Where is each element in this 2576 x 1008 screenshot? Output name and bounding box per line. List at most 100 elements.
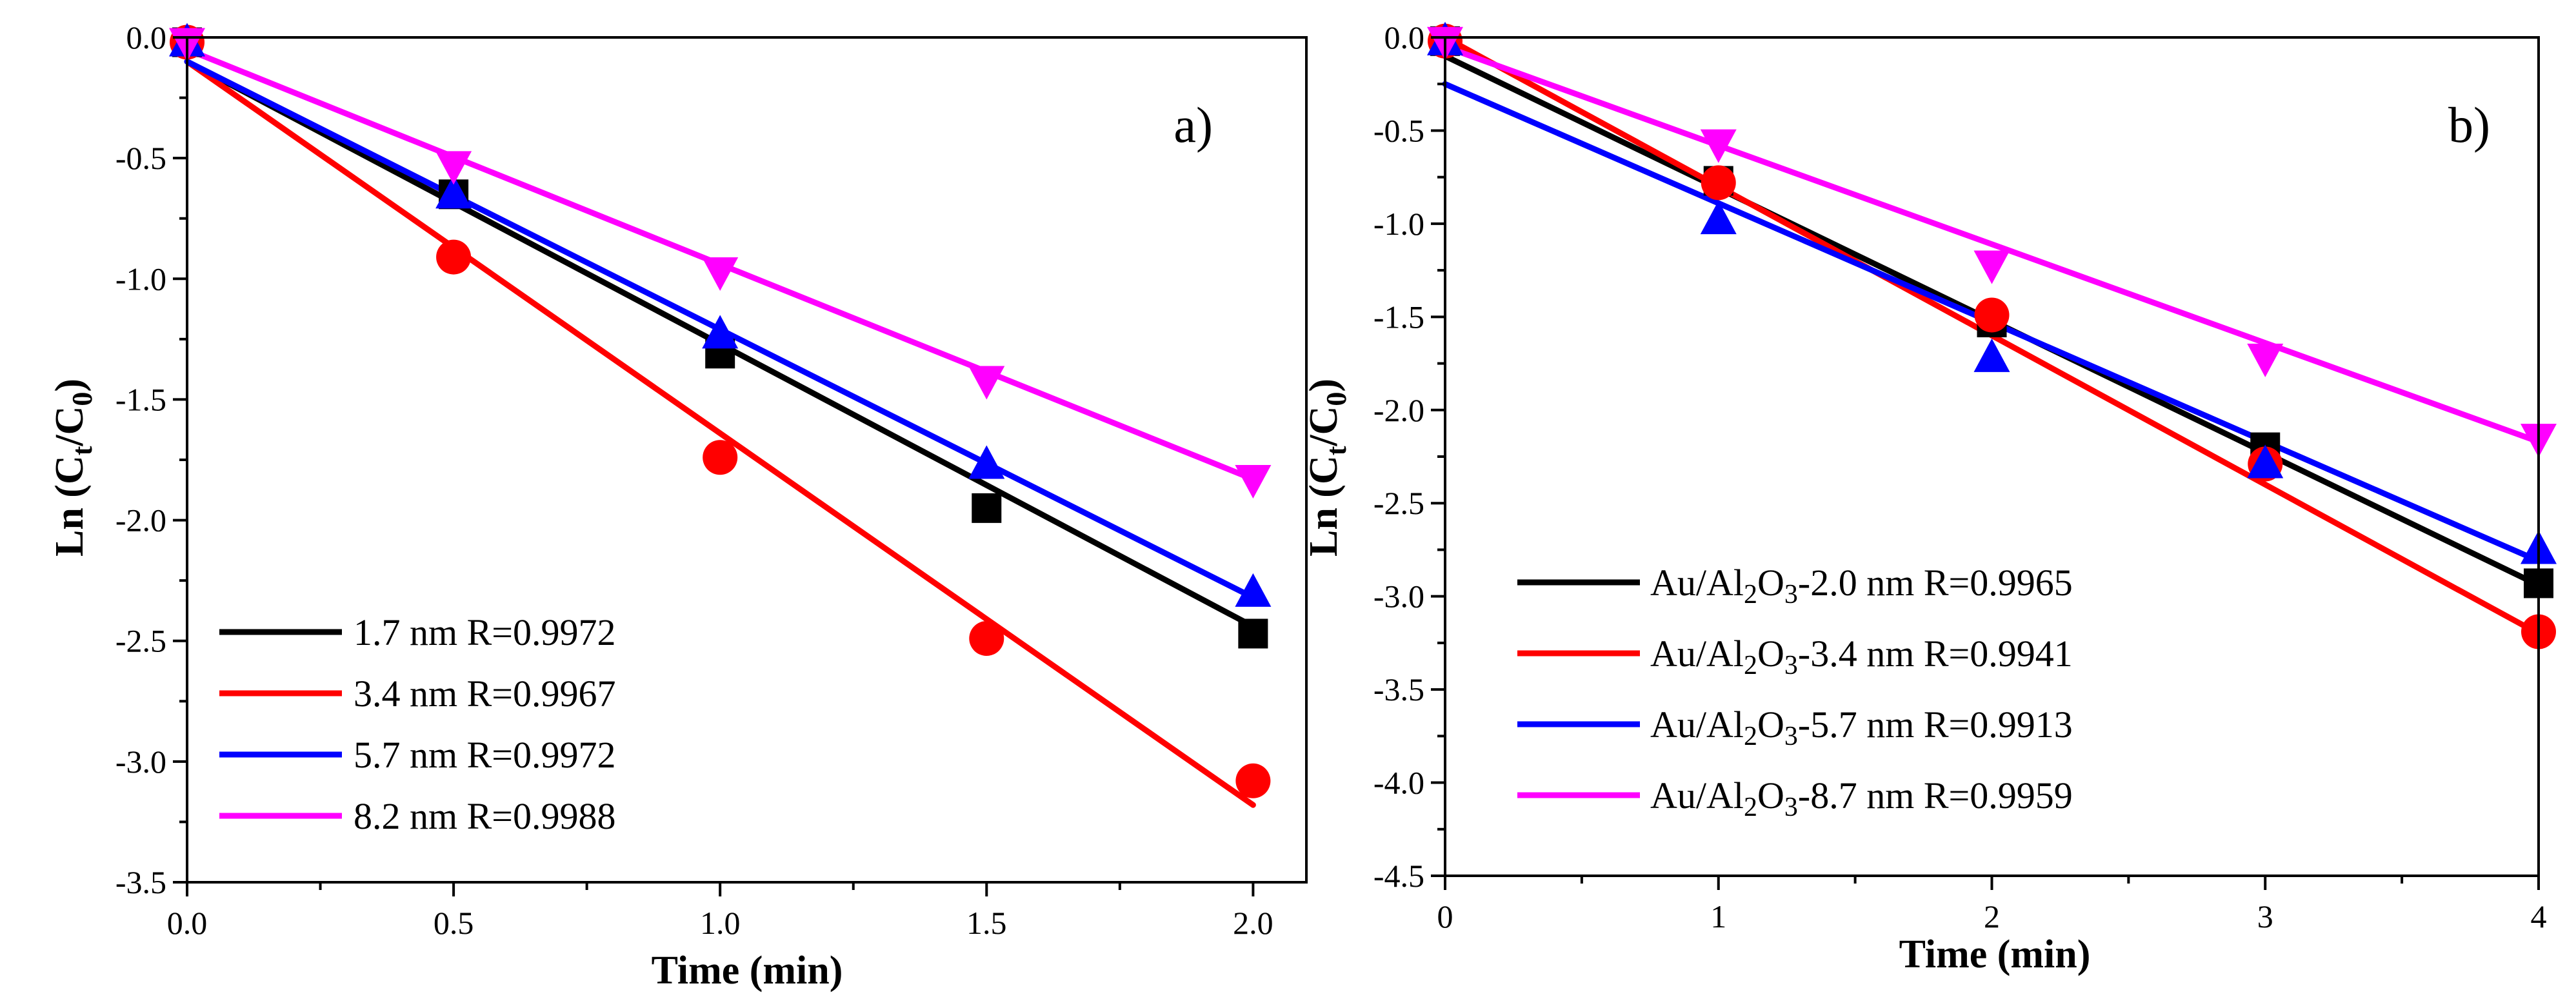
panel-b-y-axis-title: Ln (Ct/C0) bbox=[1302, 379, 1352, 557]
panel-a-axes: 0.0 0.5 1.0 1.5 2.0 0.0 -0.5 -1.0 -1.5 -2.0 -2.5 -3… bbox=[115, 19, 1273, 941]
legend-label: 1.7 nm R=0.9972 bbox=[354, 611, 616, 653]
legend-sub-2: 2 bbox=[1744, 580, 1757, 609]
legend-label: Au/Al2O3-3.4 nm R=0.9941 bbox=[1650, 633, 2073, 680]
legend-sub-2: 2 bbox=[1744, 651, 1757, 680]
panel-b-x-tick-label: 1 bbox=[1710, 898, 1726, 934]
legend-label: 3.4 nm R=0.9967 bbox=[354, 673, 616, 715]
panel-a-x-axis-title: Time (min) bbox=[652, 949, 843, 993]
panel-a-data-point bbox=[702, 315, 739, 349]
legend-rest: -8.7 nm R=0.9959 bbox=[1798, 775, 2073, 816]
legend-label: Au/Al2O3-5.7 nm R=0.9913 bbox=[1650, 704, 2073, 751]
legend-item: 1.7 nm R=0.9972 bbox=[219, 611, 616, 653]
panel-a-data-point bbox=[1235, 573, 1272, 607]
legend-sub-3: 3 bbox=[1784, 793, 1798, 822]
panel-b-label: b) bbox=[2448, 97, 2490, 153]
panel-b-frame bbox=[1444, 36, 2540, 877]
panel-b-y-tick-label: -4.0 bbox=[1373, 765, 1424, 801]
panel-a-legend: 1.7 nm R=0.9972 3.4 nm R=0.9967 5.7 nm R… bbox=[219, 611, 616, 837]
panel-a-data-point bbox=[1235, 763, 1271, 798]
panel-b-x-tick-label: 3 bbox=[2257, 898, 2273, 934]
panel-b-y-tick-label: -1.0 bbox=[1373, 206, 1424, 242]
legend-sub-2: 2 bbox=[1744, 722, 1757, 751]
panel-a-data-point bbox=[702, 257, 739, 292]
legend-rest: -3.4 nm R=0.9941 bbox=[1798, 633, 2073, 675]
panel-b-data-point bbox=[1974, 297, 2010, 333]
panel-b-x-tick-label: 0 bbox=[1437, 898, 1453, 934]
legend-sub-3: 3 bbox=[1784, 651, 1798, 680]
panel-a-plot-area bbox=[169, 23, 1272, 808]
panel-a-y-tick-label: -1.0 bbox=[115, 261, 166, 297]
panel-a-label: a) bbox=[1173, 97, 1213, 153]
panel-a-x-tick-label: 0.5 bbox=[434, 905, 474, 941]
legend-o: O bbox=[1757, 704, 1784, 746]
panel-b-y-tick-label: -2.0 bbox=[1373, 392, 1424, 428]
panel-b-y-tick-label: -0.5 bbox=[1373, 112, 1424, 148]
legend-label: Au/Al2O3-2.0 nm R=0.9965 bbox=[1650, 562, 2073, 609]
legend-sub-3: 3 bbox=[1784, 580, 1798, 609]
legend-o: O bbox=[1757, 633, 1784, 675]
legend-rest: -5.7 nm R=0.9913 bbox=[1798, 704, 2073, 746]
legend-item: 8.2 nm R=0.9988 bbox=[219, 795, 616, 837]
panel-a-x-tick-label: 1.5 bbox=[966, 905, 1007, 941]
panel-a-y-axis-title-close: ) bbox=[48, 379, 92, 392]
panel-b-data-point bbox=[1973, 250, 2010, 284]
panel-b-y-axis-title-close: ) bbox=[1302, 379, 1346, 392]
legend-sub-3: 3 bbox=[1784, 722, 1798, 751]
panel-a-data-point bbox=[436, 239, 472, 275]
panel-a-fit-line bbox=[184, 58, 1256, 808]
legend-item: Au/Al2O3-5.7 nm R=0.9913 bbox=[1517, 704, 2073, 751]
panel-a-data-point bbox=[969, 620, 1004, 656]
panel-a-y-tick-label: -2.0 bbox=[115, 502, 166, 539]
panel-b-x-tick-label: 4 bbox=[2531, 898, 2547, 934]
legend-item: 3.4 nm R=0.9967 bbox=[219, 673, 616, 715]
panel-a-data-point bbox=[972, 493, 1002, 523]
panel-a-data-point bbox=[435, 151, 472, 185]
panel-b-data-point bbox=[1700, 129, 1737, 163]
panel-b-x-axis-title: Time (min) bbox=[1899, 933, 2091, 976]
panel-b-legend: Au/Al2O3-2.0 nm R=0.9965 Au/Al2O3-3.4 nm… bbox=[1517, 562, 2073, 822]
panel-b-y-axis-title-sub-0: 0 bbox=[1321, 392, 1352, 406]
panel-b-axes: 0 1 2 3 40.0-0.5-1.0-1.5-2.0-2.5-3.0-3.5-4.0… bbox=[1373, 19, 2547, 934]
panel-b-data-point bbox=[1700, 201, 1737, 235]
panel-b-y-tick-label: -3.5 bbox=[1373, 671, 1424, 707]
legend-item: Au/Al2O3-3.4 nm R=0.9941 bbox=[1517, 633, 2073, 680]
panel-a-y-axis-title-sub-0: 0 bbox=[66, 392, 98, 406]
legend-item: Au/Al2O3-8.7 nm R=0.9959 bbox=[1517, 775, 2073, 822]
panel-a-data-point bbox=[1238, 618, 1268, 649]
legend-o: O bbox=[1757, 775, 1784, 816]
panel-a-y-tick-label: -3.5 bbox=[115, 864, 166, 900]
panel-a-y-tick-label: -0.5 bbox=[115, 140, 166, 176]
panel-a-y-axis-title-sub-t: t bbox=[66, 446, 98, 455]
panel-b-y-tick-label: -4.5 bbox=[1373, 858, 1424, 894]
panel-b-x-tick-label: 2 bbox=[1984, 898, 2000, 934]
panel-b-fit-line bbox=[1442, 43, 2542, 445]
panel-b-y-tick-label: -1.5 bbox=[1373, 299, 1424, 335]
panel-b-data-point bbox=[1701, 165, 1736, 201]
panel-b-y-tick-label: 0.0 bbox=[1384, 19, 1425, 55]
panel-a-x-tick-label: 2.0 bbox=[1233, 905, 1273, 941]
panel-b: 0 1 2 3 40.0-0.5-1.0-1.5-2.0-2.5-3.0-3.5-4.0… bbox=[1302, 19, 2557, 976]
panel-a-y-tick-label: 0.0 bbox=[126, 19, 167, 55]
panel-b-y-tick-label: -2.5 bbox=[1373, 485, 1424, 521]
panel-a: 0.0 0.5 1.0 1.5 2.0 0.0 -0.5 -1.0 -1.5 -2.0 -2.5 -3… bbox=[48, 19, 1308, 993]
panel-a-y-axis-title: Ln (Ct/C0) bbox=[48, 379, 98, 557]
panel-a-x-tick-label: 0.0 bbox=[167, 905, 208, 941]
panel-a-data-point bbox=[1235, 464, 1272, 499]
legend-rest: -2.0 nm R=0.9965 bbox=[1798, 562, 2073, 604]
panel-a-x-tick-label: 1.0 bbox=[700, 905, 741, 941]
panel-a-y-axis-title-slash: /C bbox=[48, 406, 92, 447]
panel-a-y-tick-label: -3.0 bbox=[115, 744, 166, 780]
panel-a-data-point bbox=[703, 440, 738, 475]
panel-b-y-axis-title-slash: /C bbox=[1302, 406, 1346, 447]
panel-b-plot-area bbox=[1427, 21, 2557, 649]
legend-item: 5.7 nm R=0.9972 bbox=[219, 734, 616, 776]
panel-b-data-point bbox=[1973, 338, 2010, 372]
panel-b-data-point bbox=[2247, 343, 2284, 377]
legend-item: Au/Al2O3-2.0 nm R=0.9965 bbox=[1517, 562, 2073, 609]
panel-a-data-point bbox=[968, 445, 1005, 479]
panel-a-y-tick-label: -2.5 bbox=[115, 623, 166, 659]
legend-o: O bbox=[1757, 562, 1784, 604]
legend-sub-2: 2 bbox=[1744, 793, 1757, 822]
panel-a-data-point bbox=[435, 175, 472, 209]
